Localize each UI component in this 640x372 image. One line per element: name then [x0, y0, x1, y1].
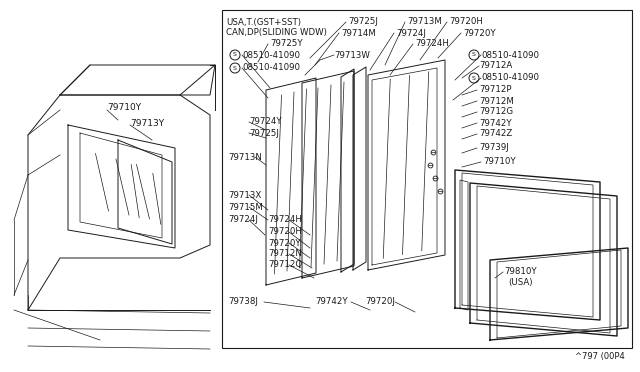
Text: 79742Z: 79742Z [479, 129, 512, 138]
Text: 79710Y: 79710Y [483, 157, 516, 167]
Text: 79720Y: 79720Y [268, 238, 301, 247]
Text: 79724J: 79724J [396, 29, 426, 38]
Text: 79712N: 79712N [268, 250, 302, 259]
Text: 79713W: 79713W [334, 51, 370, 60]
Text: 79810Y: 79810Y [504, 267, 536, 276]
Text: 79738J: 79738J [228, 298, 258, 307]
Text: 79715M: 79715M [228, 202, 263, 212]
Text: 79725J: 79725J [348, 17, 378, 26]
Text: 79720H: 79720H [449, 17, 483, 26]
Text: 08510-41090: 08510-41090 [481, 51, 539, 60]
Text: 79712A: 79712A [479, 61, 512, 71]
Text: (USA): (USA) [508, 279, 532, 288]
Text: 79724J: 79724J [228, 215, 258, 224]
Text: CAN,DP(SLIDING WDW): CAN,DP(SLIDING WDW) [226, 28, 327, 36]
Text: 08510-41090: 08510-41090 [242, 64, 300, 73]
Text: 79720H: 79720H [268, 228, 302, 237]
Text: 79739J: 79739J [479, 144, 509, 153]
Text: 79712Q: 79712Q [268, 260, 302, 269]
Text: 79713Y: 79713Y [130, 119, 164, 128]
Text: 08510-41090: 08510-41090 [242, 51, 300, 60]
Text: 79724Y: 79724Y [249, 118, 282, 126]
Text: 08510-41090: 08510-41090 [481, 74, 539, 83]
Bar [222, 10, 632, 348]
Text: 79712G: 79712G [479, 108, 513, 116]
Text: 79712M: 79712M [479, 96, 514, 106]
Text: USA,T.(GST+SST): USA,T.(GST+SST) [226, 17, 301, 26]
Text: 79742Y: 79742Y [479, 119, 511, 128]
Text: 79724H: 79724H [415, 39, 449, 48]
Text: S: S [472, 52, 476, 58]
Text: S: S [472, 76, 476, 80]
Text: 79714M: 79714M [341, 29, 376, 38]
Text: 79720J: 79720J [365, 298, 395, 307]
Text: 79713M: 79713M [407, 17, 442, 26]
Text: S: S [233, 52, 237, 58]
Text: 79725Y: 79725Y [270, 39, 303, 48]
Text: 79713N: 79713N [228, 153, 262, 161]
Text: 79712P: 79712P [479, 86, 511, 94]
Text: ^797 (00P4: ^797 (00P4 [575, 353, 625, 362]
Text: 79713X: 79713X [228, 190, 261, 199]
Text: 79720Y: 79720Y [463, 29, 495, 38]
Text: 79725J: 79725J [249, 128, 279, 138]
Text: S: S [233, 65, 237, 71]
Text: 79742Y: 79742Y [315, 298, 348, 307]
Text: 79724H: 79724H [268, 215, 302, 224]
Text: 79710Y: 79710Y [107, 103, 141, 112]
